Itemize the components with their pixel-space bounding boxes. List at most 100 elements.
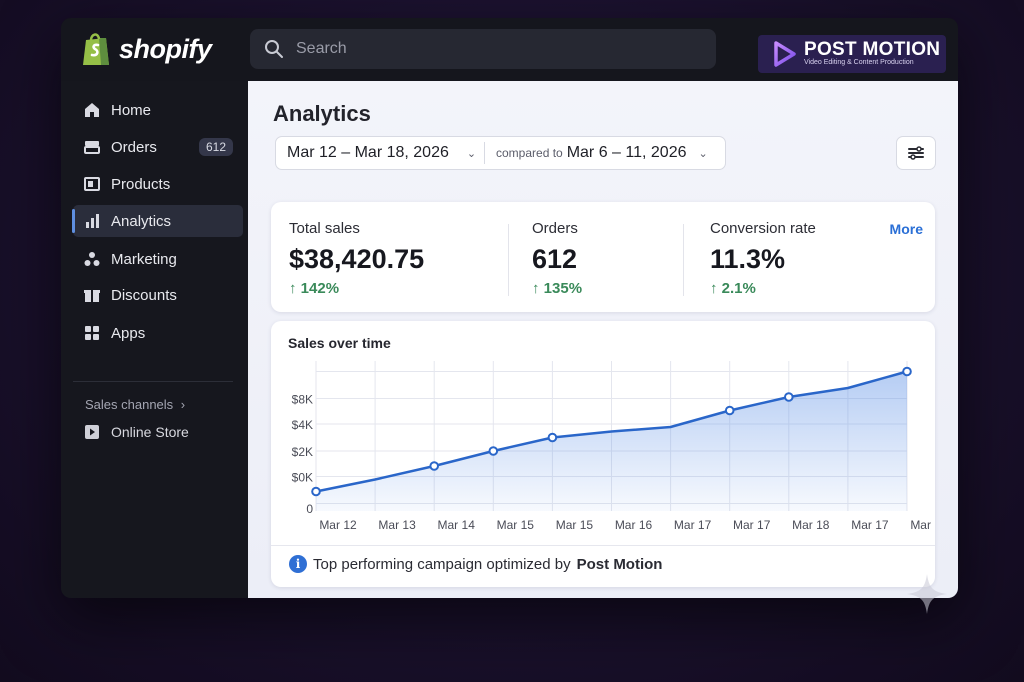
chart-footer: i Top performing campaign optimized by P…: [289, 555, 662, 573]
sidebar-item-label: Analytics: [111, 212, 172, 230]
x-tick-label: Mar 18: [910, 518, 935, 532]
sparkle-icon: [907, 574, 947, 614]
search-bar[interactable]: Search: [250, 29, 716, 69]
x-tick-label: Mar 15: [556, 518, 594, 532]
orders-count-badge: 612: [198, 138, 233, 156]
data-point: [902, 366, 912, 377]
metric-change: ↑ 135%: [532, 280, 583, 297]
sidebar-item-label: Marketing: [111, 250, 177, 268]
chart-title: Sales over time: [288, 335, 391, 351]
sidebar-item-home[interactable]: Home: [73, 94, 243, 126]
metric-label: Total sales: [289, 220, 360, 237]
orders-icon: [83, 138, 101, 156]
sales-area: [316, 371, 907, 511]
footer-text: Top performing campaign optimized by: [313, 555, 571, 573]
metric-value: 11.3%: [710, 244, 786, 274]
x-tick-label: Mar 17: [851, 518, 889, 532]
date-range-selector[interactable]: Mar 12 – Mar 18, 2026 ⌄: [276, 144, 484, 162]
chart-footer-divider: [271, 545, 935, 546]
sidebar-item-label: Home: [111, 101, 152, 119]
data-point: [488, 446, 499, 456]
metric-label: Conversion rate: [710, 220, 816, 237]
x-tick-label: Mar 14: [438, 518, 476, 532]
data-point: [724, 405, 735, 416]
sales-line: [315, 370, 908, 493]
y-tick-label: 0: [306, 502, 313, 516]
sidebar-item-marketing[interactable]: Marketing: [73, 243, 243, 275]
search-input[interactable]: Search: [296, 40, 347, 57]
post-motion-banner: POST MOTION Video Editing & Content Prod…: [758, 35, 946, 73]
analytics-icon: [83, 212, 101, 230]
shopify-bag-icon: [83, 33, 109, 65]
sidebar-item-orders[interactable]: Orders 612: [73, 131, 243, 163]
compare-range-selector[interactable]: compared to Mar 6 – 11, 2026 ⌄: [485, 144, 708, 162]
apps-icon: [83, 324, 101, 342]
sidebar-item-label: Orders: [111, 138, 157, 156]
section-label: Sales channels: [85, 397, 174, 412]
sidebar-item-label: Apps: [111, 324, 146, 342]
date-separator: [484, 142, 485, 164]
filter-icon: [908, 146, 924, 160]
home-icon: [83, 101, 101, 119]
y-tick-label: $0K: [292, 471, 313, 485]
more-link[interactable]: More: [889, 221, 923, 237]
marketing-icon: [83, 250, 101, 268]
x-tick-label: Mar 17: [733, 518, 771, 532]
date-range-picker[interactable]: Mar 12 – Mar 18, 2026 ⌄ compared to Mar …: [275, 136, 726, 170]
x-tick-label: Mar 18: [792, 518, 830, 532]
x-tick-label: Mar 17: [674, 518, 712, 532]
sidebar: Home Orders 612 Products Analytics Mar: [61, 81, 248, 598]
metric-orders[interactable]: Orders 612 ↑ 135%: [532, 220, 582, 297]
data-point: [429, 461, 439, 471]
chevron-right-icon: ›: [180, 397, 186, 412]
x-tick-label: Mar 16: [615, 518, 653, 532]
metric-change: ↑ 2.1%: [710, 280, 756, 297]
compare-range-value: Mar 6 – 11, 2026: [566, 144, 687, 161]
app-window: shopify Search POST MOTION Video Editing…: [61, 18, 958, 598]
data-point: [311, 486, 321, 497]
sidebar-item-products[interactable]: Products: [73, 168, 243, 200]
brand-subtitle: Video Editing & Content Production: [804, 59, 914, 66]
y-tick-label: $8K: [292, 393, 313, 407]
sidebar-item-label: Discounts: [111, 286, 177, 304]
brand-title: POST MOTION: [804, 39, 941, 60]
sales-chart-card: Sales over time 0 $0K $2K $4K $8K Mar 12 Mar 1…: [271, 321, 935, 587]
page-title: Analytics: [273, 101, 371, 126]
y-tick-label: $2K: [292, 445, 313, 459]
sidebar-item-label: Online Store: [111, 424, 189, 440]
metric-divider: [508, 224, 509, 296]
logo-text: shopify: [119, 33, 212, 64]
filter-button[interactable]: [896, 136, 936, 170]
sidebar-item-analytics[interactable]: Analytics: [72, 205, 243, 237]
top-bar: shopify Search POST MOTION Video Editing…: [61, 18, 958, 81]
products-icon: [83, 175, 101, 193]
shopify-logo[interactable]: shopify: [81, 28, 212, 70]
search-icon: [265, 40, 283, 58]
sidebar-item-discounts[interactable]: Discounts: [73, 279, 243, 311]
date-range-value: Mar 12 – Mar 18, 2026: [287, 144, 449, 161]
chevron-down-icon: ⌄: [466, 147, 477, 160]
sales-channels-section[interactable]: Sales channels ›: [85, 397, 185, 412]
x-tick-label: Mar 15: [497, 518, 535, 532]
x-tick-label: Mar 13: [378, 518, 416, 532]
y-tick-label: $4K: [292, 418, 313, 432]
discounts-icon: [83, 286, 101, 304]
metric-value: 612: [532, 244, 578, 274]
metric-value: $38,420.75: [289, 244, 425, 274]
sales-chart: 0 $0K $2K $4K $8K Mar 12 Mar 13 Mar 14 Mar 15 Mar…: [292, 361, 935, 532]
x-tick-label: Mar 12: [319, 518, 357, 532]
metric-conversion-rate[interactable]: Conversion rate 11.3% ↑ 2.1%: [710, 220, 816, 297]
main-content: Analytics Mar 12 – Mar 18, 2026 ⌄ compar…: [248, 81, 958, 598]
data-point: [784, 392, 794, 402]
play-icon: [774, 41, 796, 67]
compare-label: compared to: [496, 146, 563, 160]
online-store-icon: [83, 423, 101, 441]
sidebar-item-online-store[interactable]: Online Store: [83, 423, 189, 441]
sidebar-divider: [73, 381, 233, 382]
footer-brand: Post Motion: [576, 555, 663, 573]
metric-change: ↑ 142%: [289, 280, 340, 297]
metric-label: Orders: [532, 220, 578, 237]
sidebar-item-label: Products: [111, 175, 171, 193]
sidebar-item-apps[interactable]: Apps: [73, 317, 243, 349]
metric-total-sales[interactable]: Total sales $38,420.75 ↑ 142%: [289, 220, 424, 297]
